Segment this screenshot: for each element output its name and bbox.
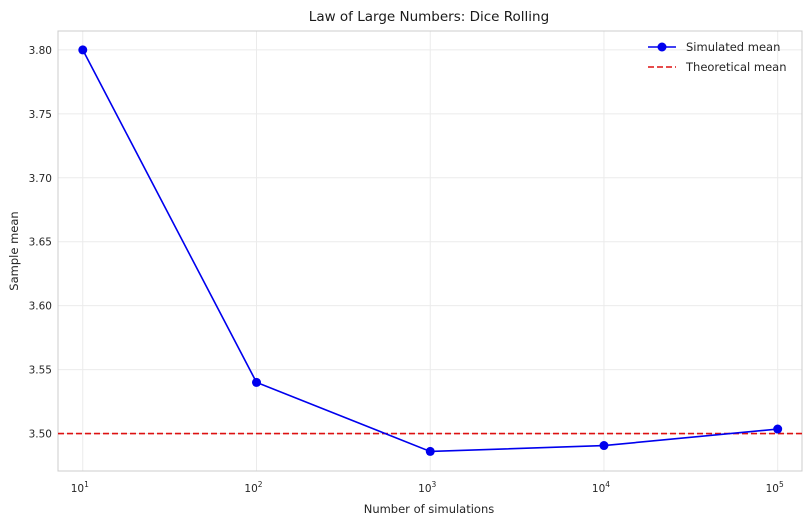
y-axis-ticks: 3.50 3.55 3.60 3.65 3.70 3.75 3.80 [29,45,52,441]
grid [58,31,802,471]
y-tick-label: 3.70 [29,173,52,185]
chart-title: Law of Large Numbers: Dice Rolling [309,9,549,25]
x-tick-label: 104 [592,480,610,495]
y-tick-label: 3.65 [29,237,52,249]
y-tick-label: 3.75 [29,109,52,121]
x-tick-label: 105 [766,480,784,495]
plot-area [57,30,803,472]
plot-frame [57,30,803,472]
x-tick-label: 102 [244,480,262,495]
x-axis-ticks: 101 102 103 104 105 [71,480,784,495]
x-tick-label: 101 [71,480,89,495]
legend: Simulated mean Theoretical mean [648,40,787,74]
simulated-mean-point [773,424,783,434]
simulated-mean-point [78,45,88,55]
y-tick-label: 3.60 [29,301,52,313]
legend-simulated-marker [657,42,667,52]
y-tick-label: 3.50 [29,429,52,441]
y-axis-label: Sample mean [7,211,21,290]
simulated-mean-point [252,377,262,387]
y-tick-label: 3.80 [29,45,52,57]
simulated-mean-point [599,441,609,451]
x-axis-label: Number of simulations [364,502,495,516]
simulated-mean-point [425,446,435,456]
y-tick-label: 3.55 [29,365,52,377]
series-layer [58,45,802,456]
legend-theoretical-label: Theoretical mean [685,60,787,74]
legend-simulated-label: Simulated mean [686,40,780,54]
x-tick-label: 103 [418,480,436,495]
